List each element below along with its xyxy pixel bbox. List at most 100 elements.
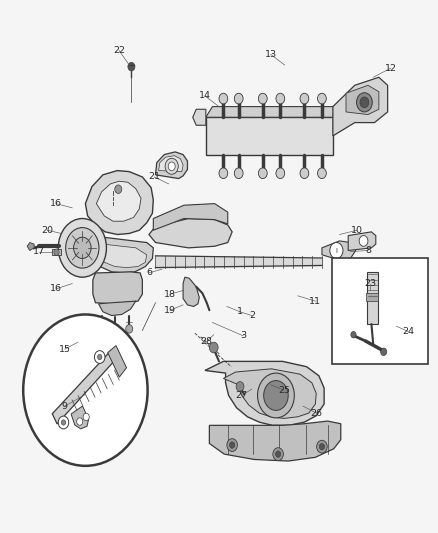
Circle shape xyxy=(168,162,175,171)
Text: 23: 23 xyxy=(364,279,376,288)
Circle shape xyxy=(330,243,343,259)
Circle shape xyxy=(115,185,122,193)
Circle shape xyxy=(74,237,91,259)
Polygon shape xyxy=(206,107,339,117)
Circle shape xyxy=(276,93,285,104)
Polygon shape xyxy=(346,85,379,115)
Circle shape xyxy=(318,168,326,179)
Circle shape xyxy=(77,418,83,425)
Circle shape xyxy=(234,168,243,179)
Circle shape xyxy=(61,420,66,425)
Text: 18: 18 xyxy=(164,290,176,298)
Polygon shape xyxy=(193,109,206,125)
Polygon shape xyxy=(366,293,378,301)
Circle shape xyxy=(360,97,369,108)
Text: 16: 16 xyxy=(50,199,62,208)
Circle shape xyxy=(258,168,267,179)
Polygon shape xyxy=(85,171,153,235)
Polygon shape xyxy=(322,241,356,260)
Bar xyxy=(332,258,428,364)
Circle shape xyxy=(23,314,148,466)
Circle shape xyxy=(165,158,178,174)
Circle shape xyxy=(318,93,326,104)
Circle shape xyxy=(357,93,372,112)
Polygon shape xyxy=(367,272,378,324)
Text: 6: 6 xyxy=(146,269,152,277)
Polygon shape xyxy=(209,421,341,461)
Circle shape xyxy=(273,448,283,461)
Text: 26: 26 xyxy=(310,409,322,417)
Circle shape xyxy=(276,451,281,457)
Circle shape xyxy=(219,93,228,104)
Circle shape xyxy=(111,326,118,335)
Circle shape xyxy=(351,332,356,338)
Circle shape xyxy=(276,168,285,179)
Circle shape xyxy=(219,168,228,179)
Text: 2: 2 xyxy=(249,311,255,320)
Circle shape xyxy=(381,348,387,356)
Text: 28: 28 xyxy=(201,337,213,345)
Circle shape xyxy=(126,325,133,333)
Polygon shape xyxy=(27,243,34,251)
Circle shape xyxy=(230,442,235,448)
Text: 16: 16 xyxy=(50,285,62,293)
Circle shape xyxy=(258,373,294,418)
Polygon shape xyxy=(223,369,316,418)
Polygon shape xyxy=(85,235,153,273)
Circle shape xyxy=(317,440,327,453)
Circle shape xyxy=(66,228,99,268)
Text: 27: 27 xyxy=(236,391,248,400)
Text: 3: 3 xyxy=(240,332,246,340)
Polygon shape xyxy=(52,249,61,255)
Polygon shape xyxy=(94,241,147,268)
Circle shape xyxy=(258,93,267,104)
Polygon shape xyxy=(159,156,183,172)
Circle shape xyxy=(83,413,89,421)
Text: 11: 11 xyxy=(309,297,321,305)
Circle shape xyxy=(359,236,368,246)
Circle shape xyxy=(300,168,309,179)
Polygon shape xyxy=(153,204,228,230)
Polygon shape xyxy=(206,117,333,155)
Circle shape xyxy=(264,381,288,410)
Circle shape xyxy=(95,351,105,364)
Circle shape xyxy=(236,382,244,391)
Text: 25: 25 xyxy=(278,386,290,394)
Text: 19: 19 xyxy=(164,306,176,314)
Polygon shape xyxy=(71,406,88,429)
Circle shape xyxy=(58,416,69,429)
Text: 14: 14 xyxy=(199,92,211,100)
Text: 17: 17 xyxy=(32,247,45,256)
Polygon shape xyxy=(52,350,116,424)
Polygon shape xyxy=(149,219,232,248)
Polygon shape xyxy=(333,77,388,136)
Text: 24: 24 xyxy=(402,327,414,336)
Circle shape xyxy=(98,354,102,360)
Polygon shape xyxy=(96,181,141,221)
Polygon shape xyxy=(348,232,376,251)
Text: 22: 22 xyxy=(113,46,125,55)
Text: 15: 15 xyxy=(59,345,71,353)
Circle shape xyxy=(234,93,243,104)
Circle shape xyxy=(319,443,325,450)
Circle shape xyxy=(128,62,135,71)
Circle shape xyxy=(300,93,309,104)
Polygon shape xyxy=(93,272,142,304)
Polygon shape xyxy=(205,361,324,425)
Polygon shape xyxy=(108,345,127,377)
Polygon shape xyxy=(183,277,199,306)
Polygon shape xyxy=(99,301,136,316)
Text: 21: 21 xyxy=(148,173,160,181)
Text: 13: 13 xyxy=(265,50,277,59)
Text: 9: 9 xyxy=(62,402,68,410)
Polygon shape xyxy=(155,152,187,179)
Text: 20: 20 xyxy=(41,226,53,235)
Text: 8: 8 xyxy=(365,246,371,255)
Text: 12: 12 xyxy=(385,64,397,72)
Circle shape xyxy=(227,439,237,451)
Circle shape xyxy=(98,325,105,333)
Text: I: I xyxy=(336,247,337,254)
Text: 10: 10 xyxy=(351,226,363,235)
Circle shape xyxy=(209,342,218,353)
Text: 1: 1 xyxy=(237,308,243,316)
